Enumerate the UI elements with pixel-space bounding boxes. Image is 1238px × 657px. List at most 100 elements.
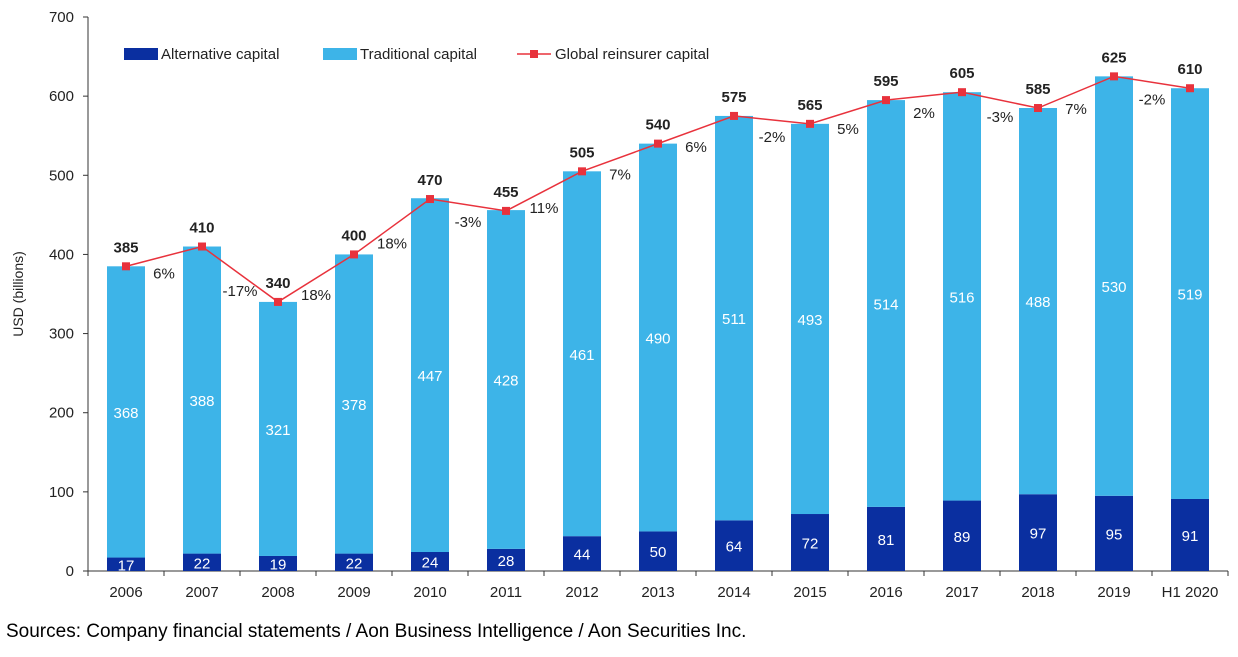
bar-alternative-capital	[487, 548, 525, 571]
y-tick-label: 400	[49, 246, 74, 263]
growth-label: 11%	[530, 200, 559, 217]
x-tick-label: H1 2020	[1162, 584, 1219, 601]
total-value-label: 385	[113, 239, 138, 256]
traditional-value-label: 461	[569, 347, 594, 364]
total-value-label: 340	[265, 275, 290, 292]
bar-traditional-capital	[639, 143, 677, 532]
capital-marker	[1186, 84, 1194, 93]
total-value-label: 595	[873, 73, 898, 90]
total-value-label: 470	[417, 172, 442, 189]
y-tick-label: 200	[49, 405, 74, 422]
bar-alternative-capital	[411, 552, 449, 571]
x-tick-label: 2019	[1097, 584, 1130, 601]
x-tick-label: 2011	[490, 584, 522, 601]
traditional-value-label: 514	[873, 296, 898, 313]
bar-traditional-capital	[1019, 108, 1057, 495]
x-tick-label: 2017	[945, 584, 978, 601]
growth-label: -3%	[987, 109, 1014, 126]
capital-marker	[654, 139, 662, 148]
growth-label: 7%	[609, 166, 631, 183]
alternative-value-label: 64	[726, 539, 743, 556]
growth-label: 6%	[685, 139, 707, 156]
x-tick-label: 2015	[793, 584, 826, 601]
alternative-value-label: 24	[422, 555, 439, 572]
stacked-bar-chart: 0 100 200 300 400 500 600 700 2006 2007 2008 2009 20…	[10, 9, 1229, 601]
capital-marker	[578, 167, 586, 176]
traditional-value-label: 378	[341, 397, 366, 414]
alternative-value-label: 95	[1106, 526, 1123, 543]
capital-marker	[730, 111, 738, 120]
growth-label: 6%	[153, 265, 175, 282]
x-tick-label: 2007	[185, 584, 218, 601]
bar-alternative-capital	[183, 553, 221, 571]
bar-alternative-capital	[791, 514, 829, 571]
growth-label: -17%	[222, 283, 257, 300]
y-tick-label: 500	[49, 167, 74, 184]
bar-traditional-capital	[791, 123, 829, 515]
growth-label: -2%	[759, 129, 786, 146]
total-value-label: 565	[797, 97, 822, 114]
alternative-value-label: 17	[118, 557, 135, 574]
capital-marker	[198, 242, 206, 251]
legend-label-global: Global reinsurer capital	[555, 46, 709, 63]
total-value-label: 585	[1025, 81, 1050, 98]
growth-label: 18%	[377, 236, 407, 253]
legend-swatch-alternative	[124, 48, 158, 60]
traditional-value-label: 368	[113, 405, 138, 422]
capital-marker	[274, 297, 282, 306]
bar-alternative-capital	[867, 506, 905, 571]
growth-label: 2%	[913, 105, 935, 122]
total-value-label: 625	[1101, 49, 1126, 66]
x-tick-label: 2016	[869, 584, 902, 601]
growth-label: 18%	[301, 287, 331, 304]
y-tick-label: 700	[49, 9, 74, 26]
alternative-value-label: 22	[194, 555, 211, 572]
bar-traditional-capital	[335, 254, 373, 554]
capital-marker	[958, 88, 966, 97]
source-note: Sources: Company financial statements / …	[6, 621, 747, 642]
alternative-value-label: 91	[1182, 528, 1199, 545]
total-value-label: 575	[721, 89, 746, 106]
alternative-value-label: 28	[498, 553, 515, 570]
bar-alternative-capital	[1171, 498, 1209, 571]
bar-traditional-capital	[1171, 88, 1209, 499]
bar-alternative-capital	[259, 555, 297, 571]
growth-label: 5%	[837, 121, 859, 138]
bar-alternative-capital	[335, 553, 373, 571]
bar-traditional-capital	[259, 301, 297, 556]
traditional-value-label: 490	[645, 331, 670, 348]
alternative-value-label: 50	[650, 544, 667, 561]
capital-marker	[350, 250, 358, 259]
bar-traditional-capital	[867, 100, 905, 507]
traditional-value-label: 488	[1025, 294, 1050, 311]
total-value-label: 540	[645, 117, 670, 134]
traditional-value-label: 519	[1177, 287, 1202, 304]
bar-traditional-capital	[1095, 76, 1133, 496]
bar-traditional-capital	[183, 246, 221, 554]
y-axis-title: USD (billions)	[10, 251, 26, 337]
capital-marker	[122, 262, 130, 271]
total-value-label: 605	[949, 65, 974, 82]
capital-marker	[502, 206, 510, 215]
traditional-value-label: 447	[417, 368, 442, 385]
x-tick-label: 2006	[109, 584, 142, 601]
alternative-value-label: 81	[878, 532, 895, 549]
total-value-label: 610	[1177, 61, 1202, 78]
total-value-label: 505	[569, 144, 594, 161]
traditional-value-label: 428	[493, 372, 518, 389]
bar-traditional-capital	[563, 171, 601, 537]
growth-label: -3%	[455, 214, 482, 231]
capital-marker	[882, 96, 890, 105]
alternative-value-label: 97	[1030, 526, 1047, 543]
bar-alternative-capital	[1095, 495, 1133, 571]
capital-line	[122, 72, 1194, 306]
alternative-value-label: 89	[954, 529, 971, 546]
bar-alternative-capital	[639, 531, 677, 571]
bar-traditional-capital	[487, 210, 525, 549]
growth-label: -2%	[1139, 91, 1166, 108]
bar-alternative-capital	[943, 500, 981, 571]
traditional-value-label: 516	[949, 289, 974, 306]
growth-label: 7%	[1065, 101, 1087, 118]
capital-marker	[806, 119, 814, 128]
y-tick-label: 0	[66, 563, 74, 580]
